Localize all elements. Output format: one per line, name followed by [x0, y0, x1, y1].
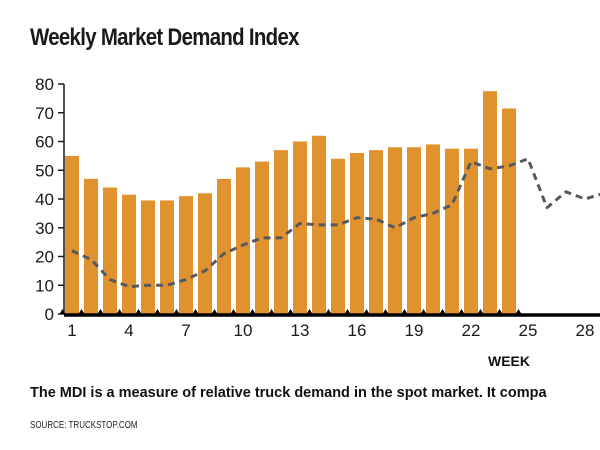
bar-week-9	[217, 178, 231, 314]
bar-week-4	[122, 194, 136, 314]
x-tick-marker	[192, 309, 199, 314]
bar-week-11	[255, 161, 269, 314]
x-axis-label: WEEK	[488, 353, 530, 369]
x-tick-label: 19	[405, 321, 424, 340]
x-tick-label: 10	[234, 321, 253, 340]
x-tick-marker	[268, 309, 275, 314]
x-tick-marker	[496, 309, 503, 314]
x-tick-marker	[477, 309, 484, 314]
x-tick-label: 25	[519, 321, 538, 340]
bar-week-3	[103, 187, 117, 314]
x-tick-label: 4	[124, 321, 133, 340]
x-tick-label: 28	[576, 321, 595, 340]
bar-week-19	[407, 147, 421, 314]
bar-week-24	[502, 108, 516, 314]
chart-title: Weekly Market Demand Index	[30, 24, 299, 51]
bar-week-1	[65, 155, 79, 314]
bar-week-5	[141, 200, 155, 314]
bar-week-2	[84, 178, 98, 314]
x-tick-label: 7	[181, 321, 190, 340]
x-tick-marker	[78, 309, 85, 314]
chart-caption: The MDI is a measure of relative truck d…	[30, 385, 547, 401]
x-tick-marker	[116, 309, 123, 314]
y-tick-label: 60	[35, 133, 54, 152]
x-tick-marker	[249, 309, 256, 314]
x-tick-label: 22	[462, 321, 481, 340]
x-tick-marker	[97, 309, 104, 314]
x-tick-marker	[458, 309, 465, 314]
bar-week-13	[293, 141, 307, 314]
dashed-series-line	[71, 157, 600, 289]
bar-week-17	[369, 150, 383, 314]
y-tick-label: 10	[35, 276, 54, 295]
x-tick-marker	[173, 309, 180, 314]
bar-week-6	[160, 200, 174, 314]
bar-week-18	[388, 147, 402, 314]
bar-week-8	[198, 193, 212, 314]
y-tick-label: 20	[35, 248, 54, 267]
x-tick-label: 16	[348, 321, 367, 340]
x-tick-marker	[344, 309, 351, 314]
y-tick-label: 80	[35, 75, 54, 94]
x-tick-marker	[515, 309, 522, 314]
bar-week-10	[236, 167, 250, 314]
x-tick-marker	[439, 309, 446, 314]
x-tick-label: 1	[67, 321, 76, 340]
chart-source: SOURCE: TRUCKSTOP.COM	[30, 420, 138, 431]
bar-week-16	[350, 153, 364, 314]
x-tick-marker	[325, 309, 332, 314]
bar-week-22	[464, 148, 478, 314]
y-tick-label: 0	[45, 305, 54, 324]
x-tick-marker	[363, 309, 370, 314]
x-tick-marker	[382, 309, 389, 314]
x-tick-label: 13	[291, 321, 310, 340]
y-tick-label: 30	[35, 219, 54, 238]
bar-week-20	[426, 144, 440, 314]
bar-week-21	[445, 148, 459, 314]
y-tick-label: 50	[35, 161, 54, 180]
x-tick-marker	[401, 309, 408, 314]
bar-week-7	[179, 196, 193, 314]
bar-week-15	[331, 158, 345, 314]
bar-week-23	[483, 91, 497, 314]
x-tick-marker	[135, 309, 142, 314]
bar-week-12	[274, 150, 288, 314]
x-tick-marker	[59, 309, 66, 314]
x-tick-marker	[230, 309, 237, 314]
x-tick-marker	[420, 309, 427, 314]
x-tick-marker	[287, 309, 294, 314]
x-tick-marker	[211, 309, 218, 314]
x-tick-marker	[154, 309, 161, 314]
y-tick-label: 40	[35, 190, 54, 209]
x-tick-marker	[306, 309, 313, 314]
y-tick-label: 70	[35, 104, 54, 123]
